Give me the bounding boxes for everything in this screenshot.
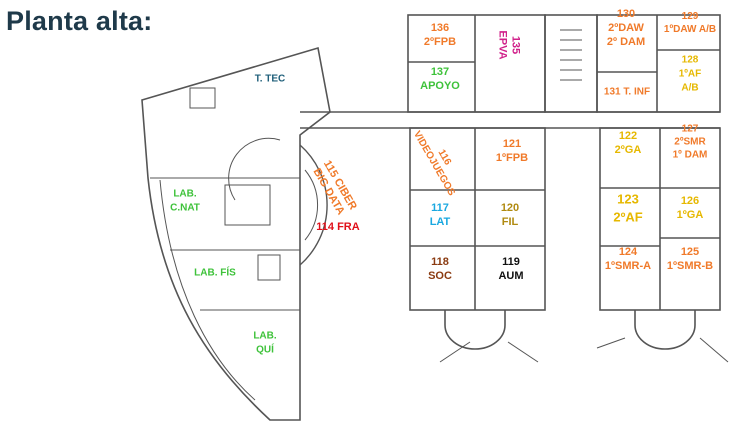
room-label-line: T. TEC bbox=[255, 74, 286, 85]
left-wing-room bbox=[224, 184, 271, 226]
room-label-rlabqui: LAB.QUÍ bbox=[253, 331, 277, 356]
rotunda-inner-wall bbox=[304, 169, 318, 241]
room-label-line: 2ºSMR bbox=[674, 137, 706, 148]
room-label-line: LAB. bbox=[173, 189, 197, 200]
room-label-line: 129 bbox=[682, 11, 699, 22]
room-label-r123: 123 2ºAF bbox=[613, 192, 642, 225]
room-label-r128: 128 1ºAF A/B bbox=[679, 55, 702, 94]
room-label-line: 123 bbox=[617, 192, 639, 207]
left-wing-wall bbox=[141, 46, 331, 421]
room-label-rlabfis: LAB. FÍS bbox=[194, 266, 236, 279]
room-label-line: 1ºDAW A/B bbox=[664, 24, 716, 35]
upper-block-right bbox=[596, 14, 721, 113]
room-label-line: 1ºGA bbox=[677, 209, 704, 221]
left-wing-room bbox=[189, 87, 216, 109]
room-label-r131: 131 T. INF bbox=[604, 87, 650, 98]
room-label-line: 2ºGA bbox=[615, 144, 642, 156]
left-wing-room bbox=[257, 254, 281, 281]
room-label-r137: 137 APOYO bbox=[420, 66, 460, 92]
room-label-line: 124 bbox=[619, 246, 638, 258]
room-label-r121: 121 1ºFPB bbox=[496, 138, 528, 164]
room-label-line: 121 bbox=[503, 138, 521, 150]
room-label-line: LAB. bbox=[253, 331, 277, 342]
building-walls bbox=[141, 14, 729, 421]
room-label-line: 118 bbox=[431, 256, 449, 268]
room-label-line: SOC bbox=[428, 270, 452, 282]
room-label-line: 122 bbox=[619, 130, 637, 142]
room-label-line: LAB. FÍS bbox=[194, 266, 236, 279]
room-label-line: 136 bbox=[431, 22, 449, 34]
lower-block-left bbox=[409, 127, 546, 311]
room-label-line: LAT bbox=[430, 216, 451, 228]
entrance-arrow bbox=[699, 337, 729, 363]
room-label-line: 2ºDAW bbox=[608, 22, 644, 34]
room-label-r120: 120 FIL bbox=[501, 202, 519, 228]
rotunda-wall bbox=[299, 144, 328, 266]
room-label-line: EPVA bbox=[497, 30, 509, 59]
room-label-r122: 122 2ºGA bbox=[615, 130, 642, 156]
staircase-arc bbox=[228, 137, 281, 201]
room-label-r117: 117 LAT bbox=[430, 202, 451, 228]
room-label-line: 117 bbox=[431, 202, 449, 214]
page-title: Planta alta: bbox=[6, 6, 153, 36]
room-label-line: 135 bbox=[510, 36, 522, 54]
upper-block-left bbox=[407, 14, 546, 113]
room-label-line: 1ºFPB bbox=[496, 152, 528, 164]
entrance-arrow bbox=[596, 337, 626, 349]
room-label-line: 126 bbox=[681, 195, 699, 207]
room-label-line: 2º DAM bbox=[607, 36, 645, 48]
room-label-line: FIL bbox=[502, 216, 519, 228]
room-label-r129: 129 1ºDAW A/B bbox=[664, 11, 716, 35]
room-label-line: QUÍ bbox=[256, 343, 274, 356]
room-label-r119: 119 AUM bbox=[498, 256, 523, 282]
room-label-line: A/B bbox=[681, 83, 698, 94]
room-label-r130: 130 2ºDAW 2º DAM bbox=[607, 8, 645, 48]
room-label-line: 128 bbox=[682, 55, 699, 66]
entrance-arrow bbox=[439, 341, 471, 363]
room-label-rttec: T. TEC bbox=[255, 74, 286, 85]
room-label-line: APOYO bbox=[420, 80, 460, 92]
entrance-arrow bbox=[507, 341, 539, 363]
room-label-r114: 114 FRA bbox=[316, 221, 359, 233]
room-label-line: 137 bbox=[431, 66, 449, 78]
room-label-line: 127 bbox=[682, 124, 699, 135]
stair-turret-right bbox=[634, 310, 696, 350]
room-label-line: 131 T. INF bbox=[604, 87, 650, 98]
room-label-r136: 136 2ºFPB bbox=[424, 22, 456, 48]
room-label-line: 2ºAF bbox=[613, 210, 642, 225]
left-wing-inner-wall bbox=[159, 179, 256, 401]
room-label-r118: 118 SOC bbox=[428, 256, 452, 282]
room-label-line: VIDEOJUEGOS bbox=[411, 129, 457, 198]
room-label-rlabnat: LAB. C.NAT bbox=[170, 189, 200, 214]
room-label-line: 119 bbox=[502, 256, 520, 268]
room-label-line: 1ºSMR-B bbox=[667, 260, 713, 272]
room-label-line: 120 bbox=[501, 202, 519, 214]
room-label-line: 1º DAM bbox=[673, 150, 708, 161]
room-label-line: 2ºFPB bbox=[424, 36, 456, 48]
room-label-line: AUM bbox=[498, 270, 523, 282]
room-label-line: C.NAT bbox=[170, 203, 200, 214]
room-label-r125: 125 1ºSMR-B bbox=[667, 246, 713, 272]
stair-turret-left bbox=[444, 310, 506, 350]
room-label-r126: 126 1ºGA bbox=[677, 195, 704, 221]
room-label-line: 130 bbox=[617, 8, 635, 20]
room-label-line: 114 FRA bbox=[316, 221, 359, 233]
room-label-line: 1ºSMR-A bbox=[605, 260, 651, 272]
room-label-line: 125 bbox=[681, 246, 699, 258]
room-label-line: 1ºAF bbox=[679, 69, 702, 80]
room-label-r127: 127 2ºSMR 1º DAM bbox=[673, 124, 708, 161]
room-label-r124: 124 1ºSMR-A bbox=[605, 246, 651, 272]
